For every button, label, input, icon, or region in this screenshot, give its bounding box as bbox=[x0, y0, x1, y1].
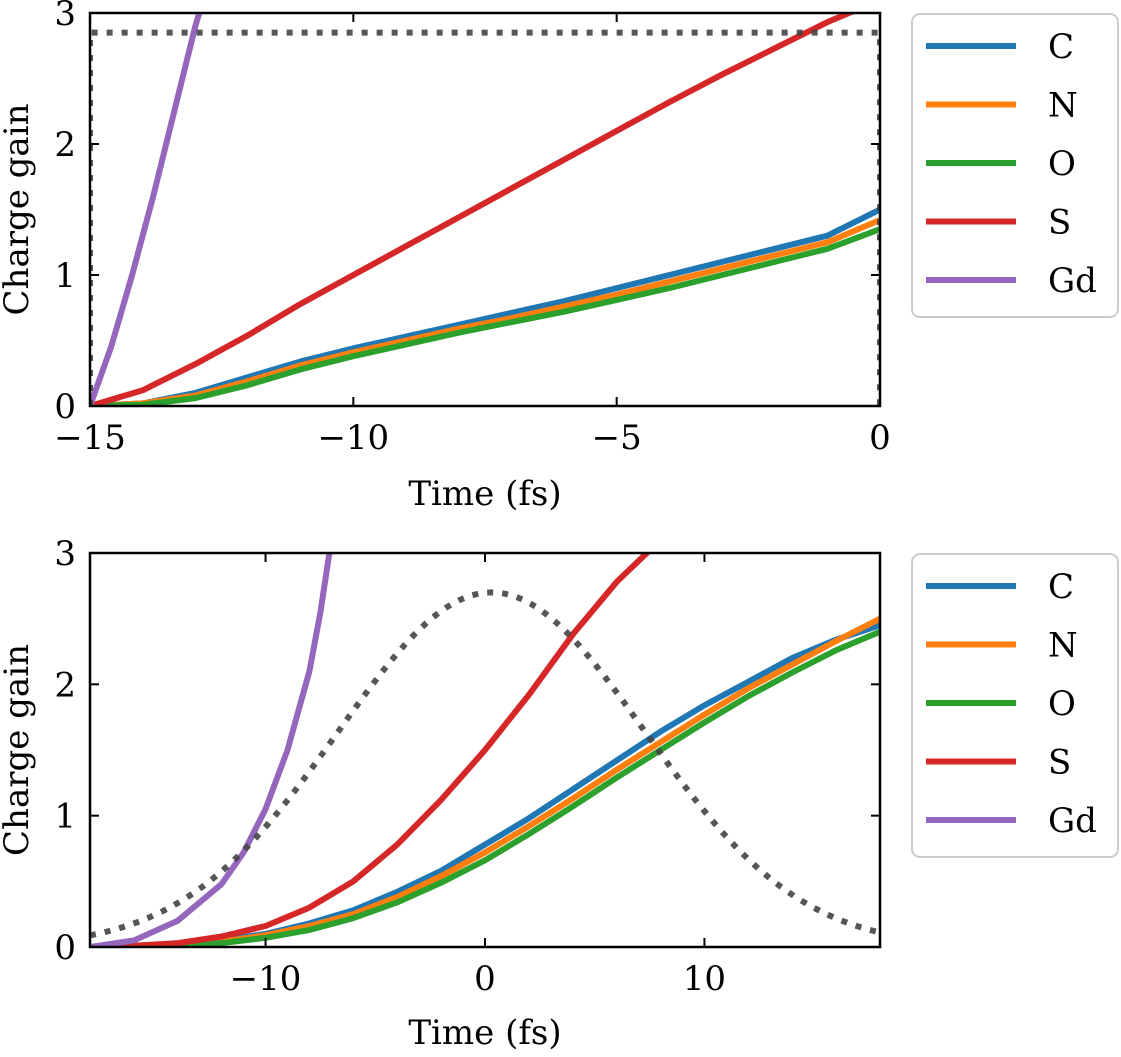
x-tick-label: 0 bbox=[474, 959, 496, 999]
series-line-o bbox=[90, 226, 880, 406]
series-line-pulse bbox=[90, 29, 880, 406]
plot-area bbox=[90, 13, 880, 406]
x-tick-label: −5 bbox=[592, 418, 642, 458]
legend-label-o: O bbox=[1048, 684, 1076, 724]
series-line-gd bbox=[90, 13, 203, 406]
y-tick-label: 0 bbox=[54, 928, 76, 968]
x-tick-label: 0 bbox=[869, 418, 891, 458]
legend-label-c: C bbox=[1048, 567, 1074, 607]
x-axis-label: Time (fs) bbox=[408, 1013, 561, 1053]
y-axis-label: Charge gain bbox=[0, 644, 37, 856]
y-axis-label: Charge gain bbox=[0, 104, 37, 316]
series-line-s bbox=[90, 13, 857, 406]
legend-label-c: C bbox=[1048, 27, 1074, 67]
x-tick-label: −10 bbox=[230, 959, 302, 999]
legend-label-gd: Gd bbox=[1048, 261, 1097, 301]
series-line-pulse bbox=[90, 589, 880, 939]
x-axis-label: Time (fs) bbox=[408, 474, 561, 514]
legend-label-s: S bbox=[1048, 743, 1071, 783]
series-line-s bbox=[90, 553, 652, 947]
legend-label-o: O bbox=[1048, 144, 1076, 184]
series-line-c bbox=[90, 206, 880, 406]
y-tick-label: 1 bbox=[54, 797, 76, 837]
y-tick-label: 3 bbox=[54, 0, 76, 34]
y-tick-label: 2 bbox=[54, 665, 76, 705]
x-tick-label: −15 bbox=[54, 418, 126, 458]
legend-label-n: N bbox=[1048, 86, 1078, 126]
axes-frame bbox=[88, 11, 882, 408]
legend-label-gd: Gd bbox=[1048, 801, 1097, 841]
y-tick-label: 2 bbox=[54, 125, 76, 165]
plot-area bbox=[90, 553, 880, 947]
legend-label-n: N bbox=[1048, 626, 1078, 666]
legend-label-s: S bbox=[1048, 203, 1071, 243]
series-line-o bbox=[90, 629, 880, 947]
y-tick-label: 1 bbox=[54, 256, 76, 296]
series-line-n bbox=[90, 217, 880, 406]
x-tick-label: −10 bbox=[317, 418, 389, 458]
y-tick-label: 0 bbox=[54, 387, 76, 427]
y-tick-label: 3 bbox=[54, 534, 76, 574]
series-line-gd bbox=[90, 553, 333, 947]
x-tick-label: 10 bbox=[683, 959, 726, 999]
